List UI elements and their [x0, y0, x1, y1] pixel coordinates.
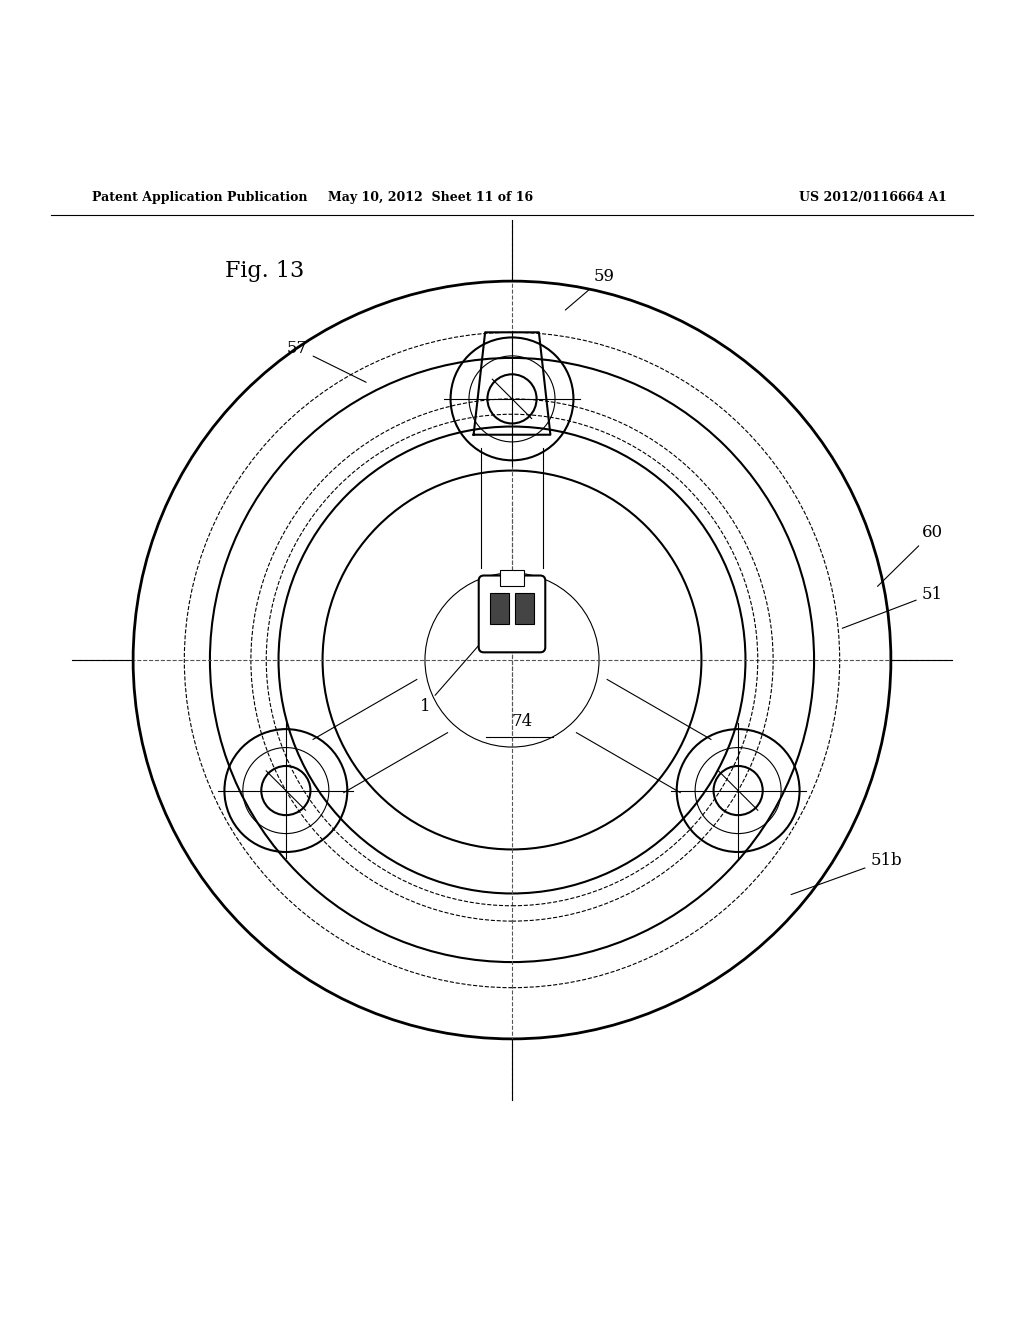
Text: Fig. 13: Fig. 13 [225, 260, 304, 282]
Text: US 2012/0116664 A1: US 2012/0116664 A1 [799, 190, 946, 203]
Bar [490, 594, 509, 624]
Text: 51: 51 [843, 586, 943, 628]
Text: 74: 74 [512, 713, 532, 730]
Bar [515, 594, 534, 624]
Text: Patent Application Publication: Patent Application Publication [92, 190, 307, 203]
Text: 60: 60 [878, 524, 943, 586]
Text: 51b: 51b [792, 851, 902, 895]
Text: 1: 1 [420, 622, 499, 715]
Text: May 10, 2012  Sheet 11 of 16: May 10, 2012 Sheet 11 of 16 [328, 190, 532, 203]
Bar [500, 570, 524, 586]
FancyBboxPatch shape [478, 576, 545, 652]
Text: 59: 59 [565, 268, 615, 310]
Text: 57: 57 [287, 339, 367, 383]
